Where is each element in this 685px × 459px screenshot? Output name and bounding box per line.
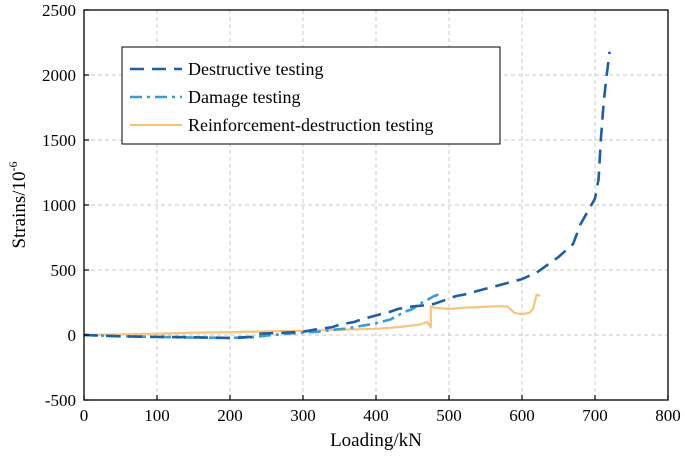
series-line-reinforcement-destruction-testing (83, 293, 541, 337)
legend-label: Destructive testing (188, 59, 323, 79)
x-tick-label: 200 (217, 406, 243, 425)
y-tick-label: -500 (45, 391, 76, 410)
y-axis-title-base: Strains/10 (9, 171, 30, 248)
y-axis-title-superscript: -6 (6, 161, 20, 171)
x-tick-label: 100 (144, 406, 170, 425)
legend-label: Reinforcement-destruction testing (188, 115, 433, 135)
y-axis-title: Strains/10-6 (6, 161, 30, 248)
x-tick-label: 0 (80, 406, 89, 425)
legend: Destructive testing Damage testing Reinfor… (121, 46, 501, 145)
x-tick-label: 700 (582, 406, 608, 425)
axis-ticks: 0 100 200 300 400 500 600 700 800-50005001000150… (42, 1, 681, 425)
y-tick-label: 2500 (42, 1, 76, 20)
x-axis-title: Loading/kN (330, 430, 422, 451)
y-tick-label: 500 (51, 261, 77, 280)
series-line-destructive-testing (83, 51, 611, 340)
series-lines (83, 51, 611, 340)
y-tick-label: 1000 (42, 196, 76, 215)
x-tick-label: 600 (509, 406, 535, 425)
y-tick-label: 0 (68, 326, 77, 345)
y-tick-label: 1500 (42, 131, 76, 150)
x-tick-label: 400 (363, 406, 389, 425)
legend-label: Damage testing (188, 87, 300, 107)
x-tick-label: 800 (655, 406, 681, 425)
legend-box (121, 46, 501, 145)
x-tick-label: 300 (290, 406, 316, 425)
y-tick-label: 2000 (42, 66, 76, 85)
x-tick-label: 500 (436, 406, 462, 425)
